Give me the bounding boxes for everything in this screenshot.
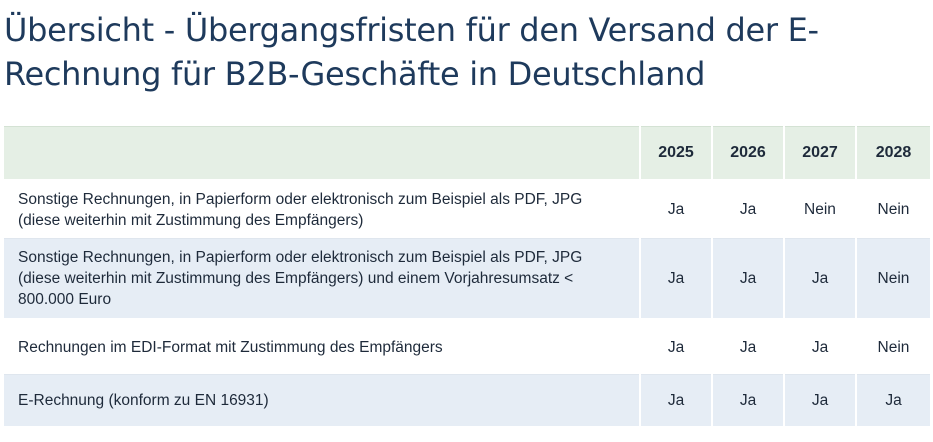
row-value-2026: Ja	[711, 319, 784, 375]
transition-periods-table-container: 2025 2026 2027 2028 Sonstige Rechnungen,…	[4, 126, 930, 428]
row-value-2025: Ja	[639, 180, 712, 239]
header-year-2025: 2025	[639, 126, 712, 181]
row-value-2026: Ja	[711, 238, 784, 320]
header-description	[4, 126, 640, 181]
header-year-2026: 2026	[711, 126, 784, 181]
row-description: E-Rechnung (konform zu EN 16931)	[4, 374, 640, 428]
row-value-2026: Ja	[711, 180, 784, 239]
table-row: Sonstige Rechnungen, in Papierform oder …	[4, 238, 930, 320]
row-value-2025: Ja	[639, 238, 712, 320]
row-value-2028: Nein	[855, 238, 930, 320]
table-row: Rechnungen im EDI-Format mit Zustimmung …	[4, 319, 930, 375]
row-description: Sonstige Rechnungen, in Papierform oder …	[4, 180, 640, 239]
row-value-2027: Nein	[783, 180, 856, 239]
row-value-2027: Ja	[783, 319, 856, 375]
row-value-2026: Ja	[711, 374, 784, 428]
header-year-2027: 2027	[783, 126, 856, 181]
row-description: Sonstige Rechnungen, in Papierform oder …	[4, 238, 640, 320]
row-value-2028: Nein	[855, 319, 930, 375]
transition-periods-table: 2025 2026 2027 2028 Sonstige Rechnungen,…	[4, 126, 930, 428]
table-row: Sonstige Rechnungen, in Papierform oder …	[4, 180, 930, 239]
row-value-2025: Ja	[639, 319, 712, 375]
table-row: E-Rechnung (konform zu EN 16931) Ja Ja J…	[4, 374, 930, 428]
row-value-2025: Ja	[639, 374, 712, 428]
row-value-2028: Ja	[855, 374, 930, 428]
row-value-2028: Nein	[855, 180, 930, 239]
header-year-2028: 2028	[855, 126, 930, 181]
page-title: Übersicht - Übergangsfristen für den Ver…	[4, 11, 819, 93]
row-value-2027: Ja	[783, 238, 856, 320]
row-value-2027: Ja	[783, 374, 856, 428]
row-description: Rechnungen im EDI-Format mit Zustimmung …	[4, 319, 640, 375]
table-header-row: 2025 2026 2027 2028	[4, 126, 930, 181]
